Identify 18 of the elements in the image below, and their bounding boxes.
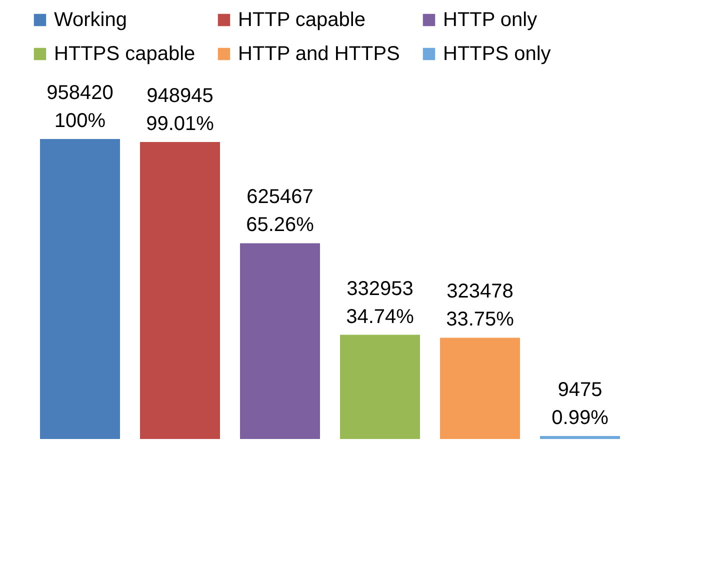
data-label: 9475 [558,379,602,402]
legend-label: Working [54,9,127,31]
data-label: 625467 [246,186,314,208]
legend-label: HTTPS capable [54,43,196,65]
annotation: 34.74% [346,306,414,328]
legend-label: HTTPS only [443,43,551,65]
legend-label: HTTP and HTTPS [238,43,400,65]
legend-label: HTTP capable [238,9,366,31]
text: 99.01% [146,112,214,135]
annotation: 33.75% [446,308,514,331]
legend-label: HTTP only [443,9,538,31]
data-label: 332953 [346,278,414,300]
text: 100% [54,110,106,132]
data-label: 323478 [446,280,514,303]
annotation: 0.99% [552,407,609,430]
data-label: 948945 [146,84,214,107]
annotation: 65.26% [246,214,314,236]
data-label: 958420 [46,82,114,104]
